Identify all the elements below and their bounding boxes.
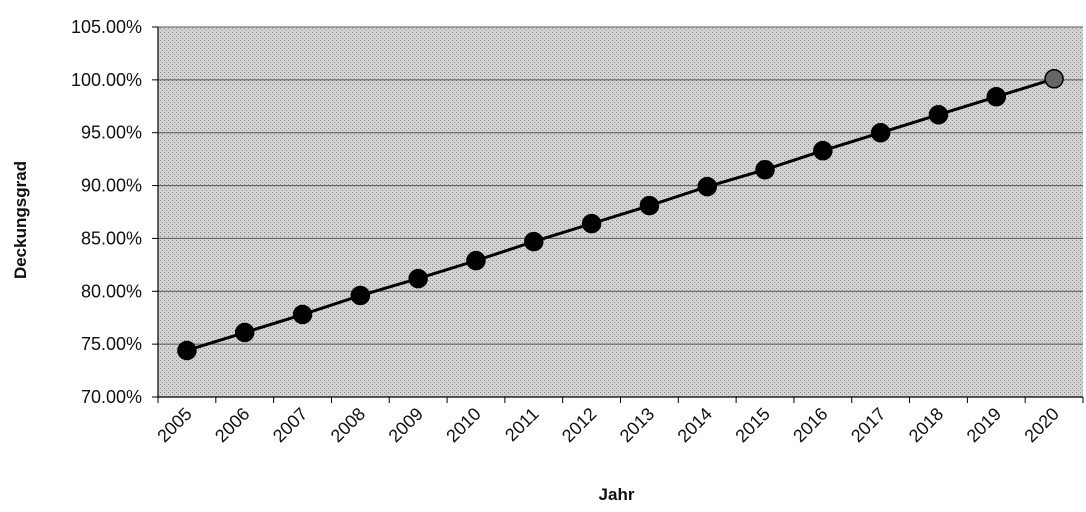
x-tick-label: 2014: [674, 404, 716, 446]
data-point: [581, 213, 602, 234]
data-point: [177, 340, 197, 361]
data-point: [408, 268, 428, 289]
x-tick-label: 2018: [905, 404, 947, 446]
plot-area: [158, 27, 1083, 397]
x-axis-title: Jahr: [599, 485, 635, 504]
y-tick-label: 95.00%: [81, 123, 142, 143]
data-point: [870, 122, 891, 143]
x-tick-label: 2017: [847, 404, 889, 446]
x-tick-label: 2011: [501, 404, 543, 446]
data-point: [466, 250, 486, 271]
data-point: [813, 140, 833, 161]
y-tick-label: 70.00%: [81, 387, 142, 407]
x-tick-label: 2007: [269, 404, 311, 446]
y-tick-label: 75.00%: [81, 334, 142, 354]
data-point: [524, 231, 544, 252]
data-point: [986, 87, 1007, 107]
y-tick-label: 80.00%: [81, 281, 142, 301]
y-tick-label: 90.00%: [81, 176, 142, 196]
data-point: [234, 322, 255, 343]
y-tick-label: 100.00%: [71, 70, 142, 90]
data-point: [350, 285, 371, 306]
y-tick-label: 105.00%: [71, 17, 142, 37]
x-tick-label: 2010: [442, 404, 484, 446]
x-tick-label: 2020: [1020, 404, 1062, 446]
data-point: [928, 104, 949, 125]
data-point: [1044, 69, 1064, 89]
series-line: [186, 77, 1055, 352]
x-tick-label: 2008: [327, 404, 369, 446]
x-tick-label: 2006: [211, 404, 253, 446]
x-tick-label: 2012: [558, 404, 600, 446]
y-tick-label: 85.00%: [81, 228, 142, 248]
x-tick-label: 2015: [731, 404, 773, 446]
data-point: [292, 304, 313, 325]
y-axis-title: Deckungsgrad: [11, 161, 30, 279]
data-point: [639, 195, 660, 216]
x-tick-label: 2019: [963, 404, 1005, 446]
x-tick-label: 2005: [153, 404, 195, 446]
data-point: [697, 176, 717, 197]
x-tick-label: 2016: [789, 404, 831, 446]
data-point: [755, 159, 775, 180]
x-tick-label: 2009: [385, 404, 427, 446]
x-tick-label: 2013: [616, 404, 658, 446]
